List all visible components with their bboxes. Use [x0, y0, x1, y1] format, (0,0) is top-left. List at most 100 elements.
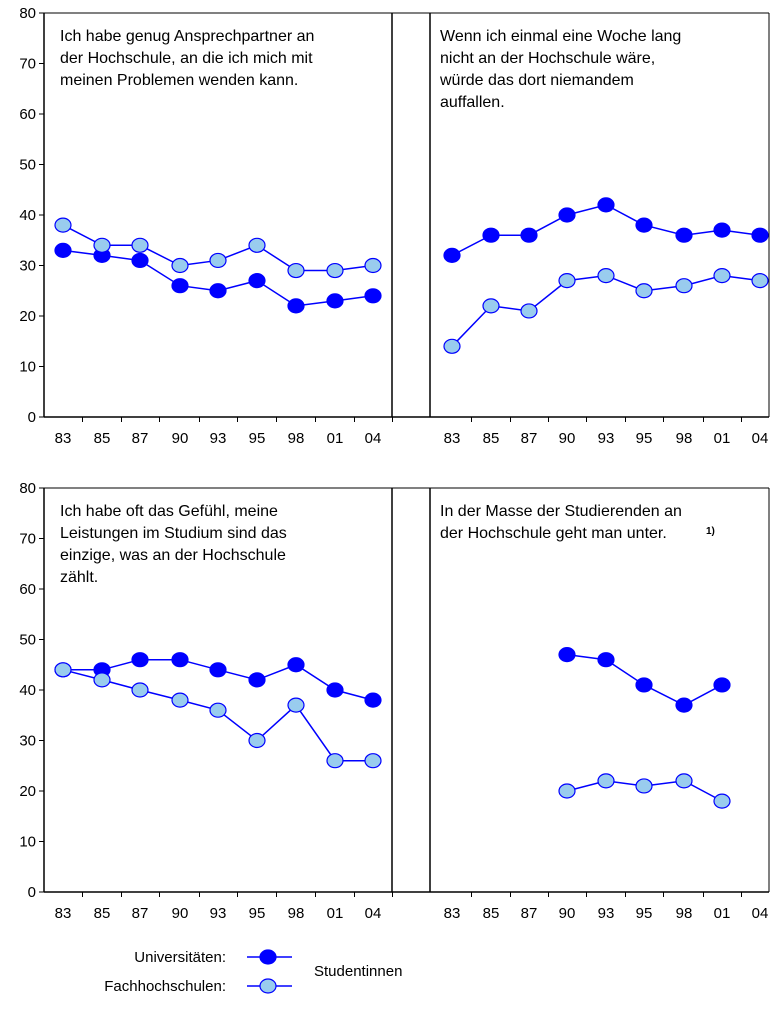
data-point-universitaeten: [713, 677, 731, 693]
data-point-universitaeten: [248, 672, 266, 688]
y-tick-label: 60: [19, 106, 36, 123]
x-tick-label: 87: [132, 905, 149, 922]
y-tick-label: 80: [19, 5, 36, 22]
legend-marker-fachhochschulen: [259, 978, 277, 994]
data-point-universitaeten: [364, 288, 382, 304]
x-tick-label: 90: [172, 905, 189, 922]
data-point-fachhochschulen: [751, 273, 769, 289]
data-point-fachhochschulen: [675, 773, 693, 789]
x-tick-label: 85: [483, 905, 500, 922]
x-tick-label: 04: [752, 905, 769, 922]
legend-label-fachhochschulen: Fachhochschulen:: [104, 978, 226, 995]
data-point-universitaeten: [482, 227, 500, 243]
panel-annotation-line: einzige, was an der Hochschule: [60, 547, 286, 564]
legend-label-universitaeten: Universitäten:: [134, 949, 226, 966]
data-point-universitaeten: [209, 283, 227, 299]
data-point-universitaeten: [675, 227, 693, 243]
y-tick-label: 30: [19, 258, 36, 275]
x-tick-label: 98: [676, 905, 693, 922]
data-point-fachhochschulen: [209, 252, 227, 269]
data-point-fachhochschulen: [443, 338, 461, 354]
x-tick-label: 93: [210, 905, 227, 922]
data-point-universitaeten: [131, 652, 149, 668]
x-tick-label: 95: [636, 430, 653, 447]
data-point-universitaeten: [558, 207, 576, 223]
data-point-fachhochschulen: [635, 778, 653, 794]
x-tick-label: 98: [288, 430, 305, 447]
data-point-fachhochschulen: [248, 732, 266, 749]
y-tick-label: 70: [19, 56, 36, 73]
panel-annotation-line: der Hochschule, an die ich mich mit: [60, 50, 313, 67]
data-point-fachhochschulen: [635, 283, 653, 299]
x-tick-label: 04: [365, 905, 382, 922]
data-point-universitaeten: [326, 682, 344, 698]
data-point-fachhochschulen: [482, 298, 500, 314]
x-tick-label: 04: [752, 430, 769, 447]
x-tick-label: 01: [714, 430, 731, 447]
data-point-universitaeten: [558, 647, 576, 663]
data-point-fachhochschulen: [93, 237, 111, 253]
x-tick-label: 98: [676, 430, 693, 447]
data-point-fachhochschulen: [171, 692, 189, 708]
data-point-universitaeten: [713, 222, 731, 238]
x-tick-label: 95: [249, 430, 266, 447]
y-tick-label: 80: [19, 480, 36, 497]
data-point-fachhochschulen: [287, 262, 305, 279]
data-point-fachhochschulen: [520, 303, 538, 319]
y-tick-label: 10: [19, 359, 36, 376]
x-tick-label: 83: [55, 430, 72, 447]
x-tick-label: 93: [210, 430, 227, 447]
y-tick-label: 50: [19, 632, 36, 649]
data-point-fachhochschulen: [675, 278, 693, 294]
data-point-universitaeten: [520, 227, 538, 243]
x-tick-label: 01: [714, 905, 731, 922]
data-point-fachhochschulen: [248, 237, 266, 253]
y-tick-label: 40: [19, 207, 36, 224]
x-tick-label: 01: [327, 430, 344, 447]
data-point-universitaeten: [209, 662, 227, 678]
x-tick-label: 90: [172, 430, 189, 447]
x-tick-label: 85: [94, 905, 111, 922]
data-point-universitaeten: [131, 252, 149, 269]
data-point-fachhochschulen: [364, 753, 382, 769]
data-point-fachhochschulen: [326, 753, 344, 769]
data-point-universitaeten: [635, 217, 653, 233]
y-tick-label: 70: [19, 531, 36, 548]
panel-annotation-line: würde das dort niemandem: [439, 72, 634, 89]
footnote-marker: 1): [706, 526, 715, 537]
x-tick-label: 98: [288, 905, 305, 922]
data-point-universitaeten: [248, 273, 266, 289]
data-point-fachhochschulen: [558, 783, 576, 799]
x-tick-label: 85: [94, 430, 111, 447]
data-point-universitaeten: [364, 692, 382, 708]
x-tick-label: 93: [598, 430, 615, 447]
series-line-fachhochschulen: [451, 274, 761, 347]
data-point-universitaeten: [171, 278, 189, 294]
x-tick-label: 83: [55, 905, 72, 922]
panel-annotation-line: auffallen.: [440, 94, 505, 111]
x-tick-label: 93: [598, 905, 615, 922]
panel-annotation-line: Leistungen im Studium sind das: [60, 525, 287, 542]
data-point-universitaeten: [751, 227, 769, 243]
data-point-fachhochschulen: [326, 262, 344, 279]
data-point-fachhochschulen: [54, 662, 72, 678]
data-point-fachhochschulen: [131, 237, 149, 253]
x-tick-label: 04: [365, 430, 382, 447]
data-point-fachhochschulen: [364, 257, 382, 274]
y-tick-label: 30: [19, 733, 36, 750]
data-point-universitaeten: [326, 293, 344, 309]
y-tick-label: 10: [19, 834, 36, 851]
data-point-fachhochschulen: [597, 268, 615, 284]
data-point-universitaeten: [675, 697, 693, 713]
data-point-universitaeten: [287, 298, 305, 314]
x-tick-label: 95: [249, 905, 266, 922]
data-point-universitaeten: [597, 197, 615, 213]
data-point-fachhochschulen: [713, 793, 731, 809]
panel-annotation-line: Ich habe oft das Gefühl, meine: [60, 503, 278, 520]
y-tick-label: 40: [19, 682, 36, 699]
panel-annotation-line: nicht an der Hochschule wäre,: [440, 50, 655, 67]
x-tick-label: 01: [327, 905, 344, 922]
data-point-fachhochschulen: [171, 257, 189, 274]
